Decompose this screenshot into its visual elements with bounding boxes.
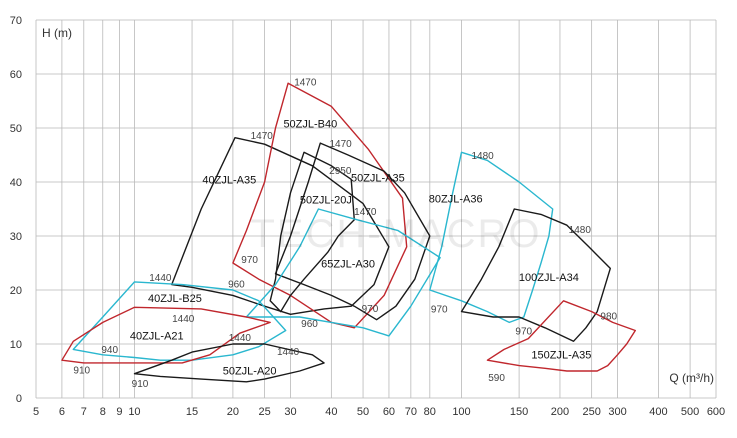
speed-label: 970 xyxy=(431,304,448,315)
pump-range-50zjl-20j xyxy=(269,151,355,313)
pump-model-label: 100ZJL-A34 xyxy=(519,272,579,284)
y-tick-label: 10 xyxy=(10,339,22,351)
x-tick-label: 6 xyxy=(59,406,65,418)
pump-range-50zjl-a35 xyxy=(274,142,431,321)
y-tick-label: 50 xyxy=(10,123,22,135)
speed-label: 970 xyxy=(241,255,258,266)
x-tick-label: 10 xyxy=(128,406,140,418)
speed-label: 1480 xyxy=(569,225,592,236)
x-tick-label: 80 xyxy=(424,406,436,418)
y-tick-label: 40 xyxy=(10,177,22,189)
pump-model-label: 40ZJL-A21 xyxy=(130,330,184,342)
pump-range-150zjl-a35 xyxy=(486,300,636,372)
x-tick-label: 20 xyxy=(227,406,239,418)
x-tick-label: 500 xyxy=(681,406,699,418)
pump-range-40zjl-b25 xyxy=(72,281,287,361)
pump-range-80zjl-a36 xyxy=(429,151,554,324)
grid xyxy=(35,19,717,399)
pump-model-label: 65ZJL-A30 xyxy=(321,259,375,271)
x-tick-label: 60 xyxy=(383,406,395,418)
pump-range-40zjl-a21 xyxy=(61,306,271,364)
y-tick-label: 0 xyxy=(16,393,22,405)
y-axis-label: H (m) xyxy=(42,26,72,40)
pump-model-label: 50ZJL-A20 xyxy=(223,365,277,377)
pump-model-label: 40ZJL-A35 xyxy=(202,174,256,186)
pump-curves xyxy=(61,82,636,383)
pump-range-50zjl-a20 xyxy=(133,343,325,383)
watermark: TECH-MACRO xyxy=(250,212,541,256)
speed-label: 960 xyxy=(228,280,245,291)
speed-label: 1470 xyxy=(354,207,377,218)
x-tick-label: 100 xyxy=(452,406,470,418)
x-tick-label: 50 xyxy=(357,406,369,418)
speed-label: 970 xyxy=(362,304,379,315)
pump-model-label: 50ZJL-A35 xyxy=(351,173,405,185)
speed-label: 940 xyxy=(101,345,118,356)
speed-label: 910 xyxy=(73,365,90,376)
x-tick-label: 25 xyxy=(258,406,270,418)
x-tick-label: 40 xyxy=(325,406,337,418)
pump-model-label: 50ZJL-20J xyxy=(300,194,352,206)
x-tick-label: 150 xyxy=(510,406,528,418)
pump-model-label: 150ZJL-A35 xyxy=(531,349,591,361)
x-axis-label: Q (m³/h) xyxy=(669,371,714,385)
x-tick-label: 30 xyxy=(284,406,296,418)
y-tick-label: 30 xyxy=(10,231,22,243)
x-tick-label: 600 xyxy=(707,406,725,418)
pump-model-label: 50ZJL-B40 xyxy=(283,119,337,131)
x-tick-label: 5 xyxy=(33,406,39,418)
x-tick-label: 200 xyxy=(551,406,569,418)
pump-model-label: 80ZJL-A36 xyxy=(429,194,483,206)
speed-label: 970 xyxy=(515,327,532,338)
speed-label: 1470 xyxy=(330,139,353,150)
speed-label: 910 xyxy=(132,379,149,390)
pump-model-label: 40ZJL-B25 xyxy=(148,293,202,305)
speed-label: 590 xyxy=(488,373,505,384)
speed-label: 1440 xyxy=(172,314,195,325)
speed-label: 960 xyxy=(301,319,318,330)
x-tick-label: 400 xyxy=(649,406,667,418)
x-tick-label: 8 xyxy=(100,406,106,418)
speed-label: 1470 xyxy=(251,131,274,142)
pump-range-100zjl-a34 xyxy=(460,208,611,342)
speed-label: 980 xyxy=(600,311,617,322)
y-tick-label: 60 xyxy=(10,69,22,81)
y-tick-label: 20 xyxy=(10,285,22,297)
pump-range-40zjl-a35 xyxy=(171,137,390,315)
axes: 5 6 7 8 9 10 15 20 25 30 40 50 60 70 80 100 150 200 250 300… xyxy=(10,15,725,418)
speed-label: 1480 xyxy=(471,151,494,162)
speed-label: 1440 xyxy=(149,273,172,284)
x-tick-label: 250 xyxy=(582,406,600,418)
speed-label: 2950 xyxy=(329,166,352,177)
y-tick-label: 70 xyxy=(10,15,22,27)
x-tick-label: 15 xyxy=(186,406,198,418)
speed-label: 1440 xyxy=(277,347,300,358)
x-tick-label: 300 xyxy=(608,406,626,418)
x-tick-label: 70 xyxy=(405,406,417,418)
speed-label: 1440 xyxy=(229,333,252,344)
pump-range-65zjl-a30 xyxy=(245,208,441,337)
x-tick-label: 9 xyxy=(116,406,122,418)
x-tick-label: 7 xyxy=(81,406,87,418)
curve-labels: 40ZJL-A35 1470 960 50ZJL-B40 1470 970 50ZJL-A3… xyxy=(73,78,617,390)
speed-label: 1470 xyxy=(294,78,317,89)
